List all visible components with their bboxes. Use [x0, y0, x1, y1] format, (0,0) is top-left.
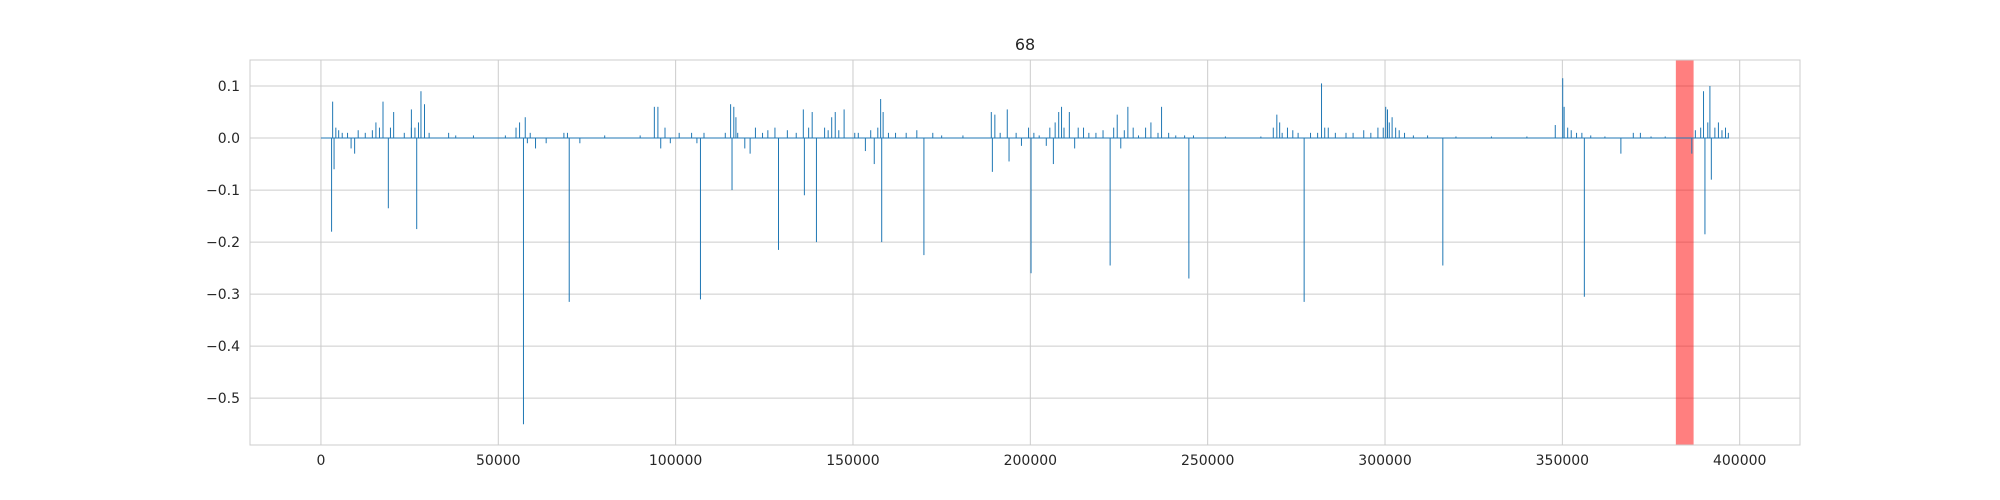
y-tick-label: −0.2 [206, 235, 240, 251]
x-tick-label: 200000 [1004, 453, 1057, 469]
y-tick-label: −0.1 [206, 183, 240, 199]
x-axis-ticks: 0 50000 100000 150000 200000 250000 300000 3500… [316, 453, 1766, 469]
y-tick-label: −0.5 [206, 391, 240, 407]
x-tick-label: 150000 [826, 453, 879, 469]
highlight-span [1675, 60, 1694, 445]
x-tick-label: 400000 [1713, 453, 1766, 469]
series-layer [320, 78, 1730, 425]
x-tick-label: 250000 [1181, 453, 1234, 469]
x-tick-label: 300000 [1358, 453, 1411, 469]
y-tick-label: −0.4 [206, 339, 240, 355]
x-tick-label: 50000 [476, 453, 521, 469]
y-tick-label: −0.3 [206, 287, 240, 303]
y-tick-label: 0.0 [218, 131, 240, 147]
y-tick-label: 0.1 [218, 79, 240, 95]
plot-area-background [250, 60, 1800, 445]
y-axis-ticks: 0.1 0.0 −0.1 −0.2 −0.3 −0.4 −0.5 [206, 79, 240, 407]
x-tick-label: 100000 [649, 453, 702, 469]
chart-title: 68 [1015, 35, 1035, 54]
x-tick-label: 0 [316, 453, 325, 469]
plot-frame [249, 59, 1801, 446]
x-tick-label: 350000 [1536, 453, 1589, 469]
highlight-span-layer [1675, 60, 1694, 445]
